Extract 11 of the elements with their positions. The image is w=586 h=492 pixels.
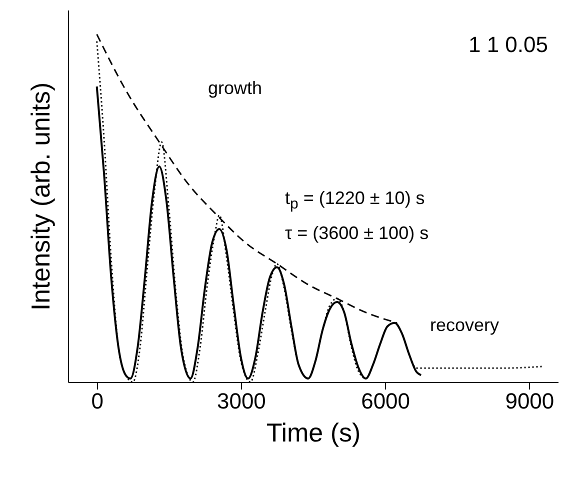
x-tick-label: 3000 [216,388,266,414]
x-tick-label: 9000 [505,388,554,414]
x-tick-label: 6000 [361,388,410,414]
x-tick-label: 0 [91,388,104,414]
y-axis-title: Intensity (arb. units) [26,82,56,311]
annotation: t$_{p}$ = (1220 ± 10) s [285,188,425,213]
annotation: recovery [430,315,500,336]
annotation: τ = (3600 ± 100) s [285,223,429,244]
annotation: 1 1 0.05 [468,32,548,58]
x-axis-title: Time (s) [266,418,361,448]
annotation: growth [208,78,262,99]
